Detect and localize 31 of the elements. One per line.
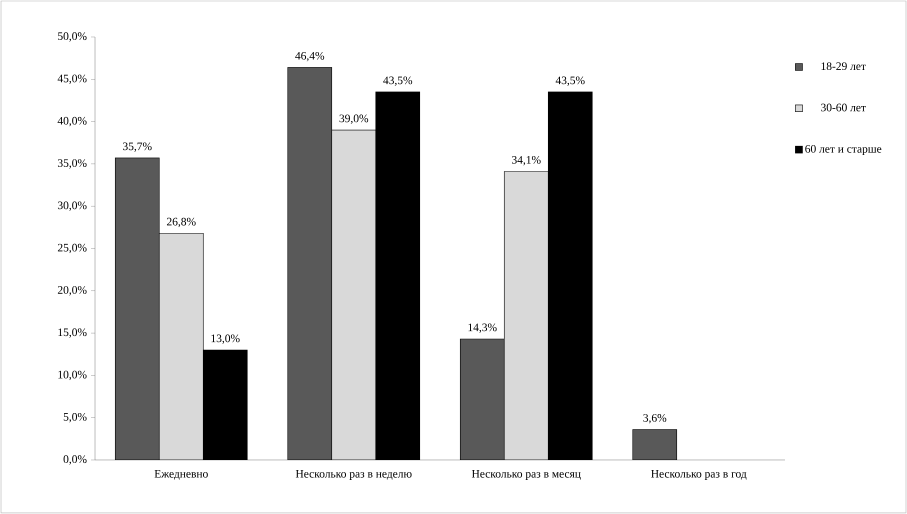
y-tick-label: 45,0% <box>58 74 87 84</box>
data-label: 34,1% <box>512 156 541 166</box>
y-tick-label: 0,0% <box>64 455 87 465</box>
legend-label: 60 лет и старше <box>805 144 882 156</box>
data-label: 35,7% <box>123 142 152 152</box>
y-tick-label: 35,0% <box>58 159 87 169</box>
x-tick-label: Несколько раз в неделю <box>296 470 412 480</box>
y-tick-label: 15,0% <box>58 328 87 338</box>
data-label: 26,8% <box>166 218 196 228</box>
y-tick-label: 50,0% <box>58 32 87 42</box>
y-tick-label: 5,0% <box>64 413 87 422</box>
legend-label: 18-29 лет <box>822 62 866 70</box>
data-label: 14,3% <box>468 324 497 333</box>
legend-label: 30-60 лет <box>821 104 866 112</box>
data-label: 39,0% <box>340 114 368 124</box>
y-tick-label: 30,0% <box>58 202 87 211</box>
data-label: 46,4% <box>295 52 324 62</box>
bar <box>331 130 376 460</box>
data-label: 43,5% <box>383 76 412 86</box>
data-label: 43,5% <box>556 76 585 86</box>
bar <box>504 171 549 460</box>
y-tick-label: 10,0% <box>58 370 87 380</box>
y-tick-label: 25,0% <box>58 244 87 254</box>
x-tick-label: Несколько раз в год <box>651 470 746 480</box>
data-label: 13,0% <box>211 334 240 344</box>
y-tick-label: 20,0% <box>58 286 87 296</box>
x-tick-label: Ежедневно <box>154 470 208 480</box>
data-label: 3,6% <box>643 414 666 424</box>
y-tick-label: 40,0% <box>58 116 87 126</box>
x-tick-label: Несколько раз в месяц <box>472 470 581 480</box>
bar <box>158 232 204 460</box>
